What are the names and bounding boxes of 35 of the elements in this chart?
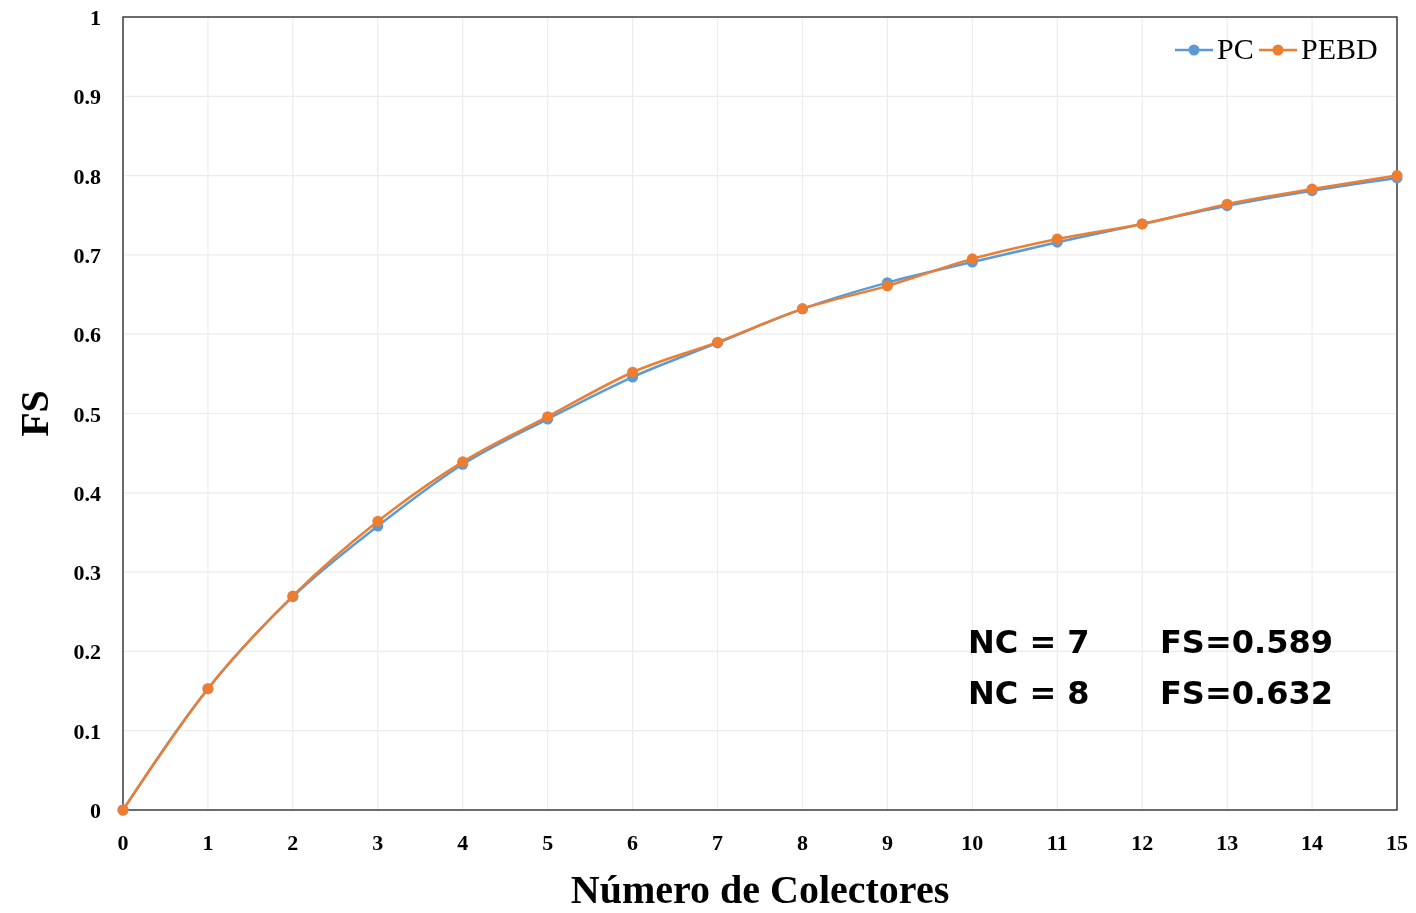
y-tick-label: 1 [90,5,101,30]
x-tick-label: 7 [712,830,724,855]
x-axis-title: Número de Colectores [570,867,950,912]
annotation: FS=0.589 [1160,623,1333,661]
x-tick-label: 12 [1131,830,1154,855]
annotation: NC = 7 [968,623,1090,661]
x-tick-label: 10 [961,830,984,855]
y-tick-label: 0.1 [73,718,101,744]
y-tick-label: 0.4 [73,480,101,506]
y-tick-label: 0.2 [73,639,101,665]
y-tick-label: 0.3 [73,560,101,586]
x-tick-label: 14 [1301,830,1324,855]
y-tick-label: 0.5 [73,401,101,427]
x-tick-label: 13 [1216,830,1239,855]
y-tick-label: 0.8 [73,163,101,189]
legend-label: PEBD [1301,32,1378,65]
annotation: NC = 8 [968,674,1090,712]
y-tick-label: 0.7 [73,242,101,268]
x-tick-label: 4 [457,830,469,855]
legend-label: PC [1217,32,1254,65]
x-tick-label: 2 [287,830,299,855]
x-tick-label: 6 [627,830,639,855]
annotation: FS=0.632 [1160,674,1333,712]
x-tick-label: 5 [542,830,554,855]
x-tick-label: 9 [881,830,893,855]
y-tick-label: 0 [90,798,101,823]
x-tick-label: 3 [372,830,384,855]
x-tick-label: 0 [117,830,129,855]
x-tick-label: 15 [1386,830,1408,855]
y-tick-label: 0.6 [73,322,101,348]
x-tick-label: 1 [202,830,214,855]
y-axis-title: FS [12,390,57,437]
x-tick-label: 8 [796,830,808,855]
y-tick-label: 0.9 [73,84,101,110]
x-tick-label: 11 [1046,830,1068,855]
